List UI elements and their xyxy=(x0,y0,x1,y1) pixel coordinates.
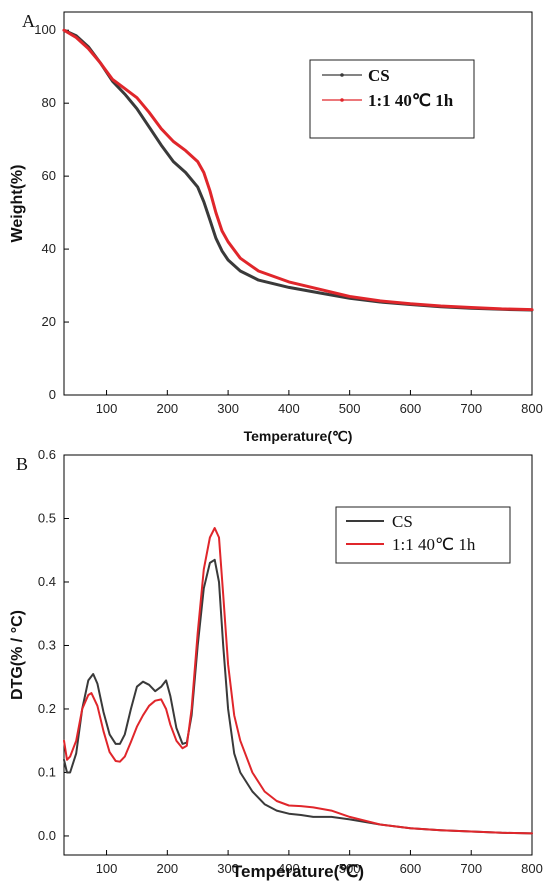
panel-b-lines xyxy=(63,527,533,835)
panel-a-x-axis-title: Temperature(℃) xyxy=(244,428,353,444)
panel-a-plot-frame xyxy=(63,11,533,396)
y-tick-label: 0.2 xyxy=(38,701,56,716)
panel-b-dtg-chart: B 100 200 300 400 500 600 700 800 0.0 0.1 0.2 0.3 0.… xyxy=(9,447,543,881)
x-tick-label: 200 xyxy=(156,401,178,416)
panel-a-legend-box xyxy=(309,59,475,139)
y-tick-label: 0.4 xyxy=(38,574,56,589)
x-tick-label: 300 xyxy=(217,401,239,416)
panel-a-legend-marker-cs xyxy=(340,73,344,77)
panel-b-x-axis-title: Temperature(℃) xyxy=(232,862,364,881)
panel-a-legend-marker-treated xyxy=(340,98,344,102)
x-tick-label: 500 xyxy=(339,861,361,876)
x-tick-label: 100 xyxy=(96,401,118,416)
x-tick-label: 800 xyxy=(521,861,543,876)
y-tick-label: 40 xyxy=(42,241,56,256)
x-tick-label: 200 xyxy=(156,861,178,876)
panel-a-legend: CS 1:1 40℃ 1h xyxy=(309,59,475,139)
x-tick-label: 700 xyxy=(460,861,482,876)
panel-a-ticks: 100 200 300 400 500 600 700 800 0 20 40 60 80 100 xyxy=(34,22,543,416)
panel-a-legend-label-cs: CS xyxy=(368,66,390,85)
x-tick-label: 700 xyxy=(460,401,482,416)
panel-b-y-axis-title: DTG(% / °C) xyxy=(9,610,26,700)
series-line-treated xyxy=(62,28,534,312)
y-tick-label: 0.1 xyxy=(38,764,56,779)
panel-a-tg-chart: A 100 200 300 400 500 600 700 800 0 20 40 60 80 100 T… xyxy=(9,11,543,444)
x-tick-label: 600 xyxy=(400,861,422,876)
y-tick-label: 0.6 xyxy=(38,447,56,462)
y-tick-label: 0.3 xyxy=(38,637,56,652)
panel-a-letter: A xyxy=(22,11,35,31)
x-tick-label: 400 xyxy=(278,401,300,416)
x-tick-label: 100 xyxy=(96,861,118,876)
y-tick-label: 0 xyxy=(49,387,56,402)
panel-b-legend-box xyxy=(335,506,511,564)
panel-a-legend-label-treated: 1:1 40℃ 1h xyxy=(368,91,454,110)
panel-b-ticks: 100 200 300 400 500 600 700 800 0.0 0.1 0.2 0.3 0.4 0… xyxy=(38,447,543,876)
panel-b-legend: CS 1:1 40℃ 1h xyxy=(335,506,511,564)
series-line-cs xyxy=(63,558,533,835)
x-tick-label: 400 xyxy=(278,861,300,876)
y-tick-label: 0.0 xyxy=(38,828,56,843)
panel-b-letter: B xyxy=(16,454,28,474)
x-tick-label: 500 xyxy=(339,401,361,416)
x-tick-label: 300 xyxy=(217,861,239,876)
panel-b-legend-label-cs: CS xyxy=(392,512,413,531)
series-line-treated xyxy=(63,527,533,835)
x-tick-label: 600 xyxy=(400,401,422,416)
panel-a-y-axis-title: Weight(%) xyxy=(9,165,26,243)
panel-b-plot-frame xyxy=(63,454,533,856)
y-tick-label: 0.5 xyxy=(38,510,56,525)
panel-b-legend-label-treated: 1:1 40℃ 1h xyxy=(392,535,476,554)
y-tick-label: 60 xyxy=(42,168,56,183)
y-tick-label: 100 xyxy=(34,22,56,37)
y-tick-label: 20 xyxy=(42,314,56,329)
x-tick-label: 800 xyxy=(521,401,543,416)
panel-a-lines xyxy=(62,28,534,312)
y-tick-label: 80 xyxy=(42,95,56,110)
